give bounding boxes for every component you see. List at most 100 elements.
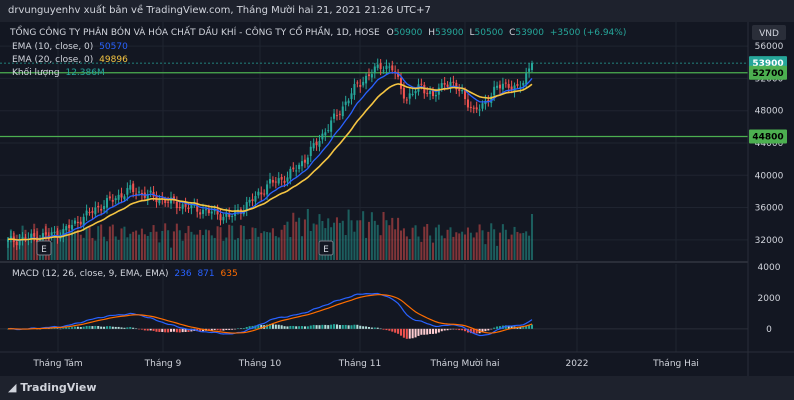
candle-body — [338, 113, 341, 115]
event-marker-label: E — [41, 245, 47, 255]
volume-bar — [315, 224, 318, 260]
macd-histogram-bar — [452, 328, 455, 330]
macd-histogram-bar — [382, 328, 385, 330]
macd-histogram-bar — [71, 327, 74, 329]
candle-body — [167, 201, 170, 203]
volume-bar — [414, 225, 417, 260]
volume-bar — [397, 217, 400, 260]
candle-body — [219, 214, 222, 221]
candle-body — [455, 82, 458, 90]
macd-histogram-bar — [498, 326, 501, 329]
open-label: O — [387, 28, 394, 38]
hist-value: 635 — [221, 269, 238, 279]
candle-body — [59, 237, 62, 239]
macd-histogram-bar — [504, 325, 507, 329]
candle-body — [97, 205, 100, 208]
candle-body — [260, 192, 263, 195]
macd-histogram-bar — [362, 326, 365, 329]
macd-pane[interactable] — [0, 292, 748, 339]
horizontal-levels[interactable] — [0, 62, 748, 138]
candle-body — [190, 204, 193, 209]
chart-area[interactable]: EE 56000520004800044000400003600032000 4… — [0, 22, 794, 376]
candle-body — [65, 226, 68, 231]
macd-tick-label: 4000 — [758, 263, 781, 273]
candle-body — [399, 77, 403, 89]
candle-body — [405, 99, 408, 101]
currency-badge[interactable] — [752, 25, 786, 40]
candle-body — [504, 82, 507, 84]
volume-bar — [225, 237, 228, 260]
macd-histogram-bar — [455, 328, 458, 330]
volume-bar — [216, 226, 219, 260]
candle-body — [391, 65, 394, 71]
volume-bar — [9, 229, 12, 260]
macd-histogram-bar — [397, 328, 400, 334]
tradingview-logo[interactable]: ◢ TradingView — [8, 381, 97, 394]
volume-bar — [82, 237, 85, 260]
candle-body — [306, 157, 309, 165]
macd-histogram-bar — [327, 325, 330, 329]
candle-body — [105, 198, 108, 208]
macd-histogram-bar — [321, 324, 324, 329]
volume-bar — [496, 245, 499, 260]
volume-bar — [199, 229, 202, 260]
candle-body — [362, 81, 365, 86]
volume-bar — [437, 224, 440, 260]
volume-bar — [164, 223, 167, 260]
candle-body — [103, 206, 106, 210]
high-label: H — [428, 28, 435, 38]
candle-body — [94, 207, 97, 215]
candle-body — [24, 237, 27, 240]
svg-text:EMA (20, close, 0) 49896: EMA (20, close, 0) 49896 — [12, 55, 128, 65]
tradingview-logo-icon: ◢ — [8, 381, 17, 394]
volume-bar — [105, 241, 108, 260]
volume-bar — [114, 236, 117, 260]
macd-tick-label: 2000 — [758, 294, 781, 304]
candle-body — [175, 201, 178, 209]
volume-bar — [120, 228, 123, 260]
candle-body — [274, 181, 277, 183]
volume-bar — [426, 224, 429, 260]
volume-bar — [108, 226, 111, 260]
volume-bar — [158, 242, 161, 260]
candle-body — [312, 143, 315, 149]
volume-bar — [228, 224, 231, 260]
volume-bar — [100, 224, 103, 260]
volume-bar — [190, 231, 193, 260]
macd-histogram-bar — [239, 328, 242, 329]
candle-body — [466, 99, 469, 108]
volume-bar — [298, 217, 301, 260]
candle-body — [402, 87, 405, 99]
signal-line — [7, 294, 533, 334]
macd-axis[interactable]: 4000 2000 0 — [758, 263, 781, 335]
volume-bar — [405, 236, 408, 260]
candle-body — [359, 84, 362, 87]
volume-bar — [498, 232, 501, 260]
volume-bar — [155, 231, 158, 260]
macd-histogram-bar — [178, 328, 181, 333]
volume-bar — [85, 227, 88, 260]
time-axis[interactable]: Tháng Tám Tháng 9 Tháng 10 Tháng 11 Tháng Mư… — [32, 358, 699, 369]
volume-bar — [312, 223, 315, 260]
volume-bar — [382, 211, 385, 260]
volume-bar — [452, 236, 455, 260]
candle-body — [446, 84, 449, 87]
candle-body — [376, 64, 379, 68]
volume-bar — [196, 234, 199, 260]
candle-body — [123, 196, 126, 200]
volume-bar — [140, 228, 143, 260]
candle-body — [519, 86, 522, 88]
candle-body — [135, 193, 138, 195]
candle-body — [91, 211, 94, 213]
candle-body — [129, 185, 132, 190]
macd-histogram-bar — [65, 327, 68, 329]
volume-bar — [193, 234, 196, 260]
ema20-line — [7, 83, 533, 241]
price-tick-label: 40000 — [755, 171, 784, 181]
candle-body — [149, 190, 152, 193]
candle-body — [420, 83, 423, 85]
candle-body — [266, 184, 269, 195]
price-label-text: 44800 — [752, 133, 783, 143]
volume-bar — [254, 228, 257, 260]
